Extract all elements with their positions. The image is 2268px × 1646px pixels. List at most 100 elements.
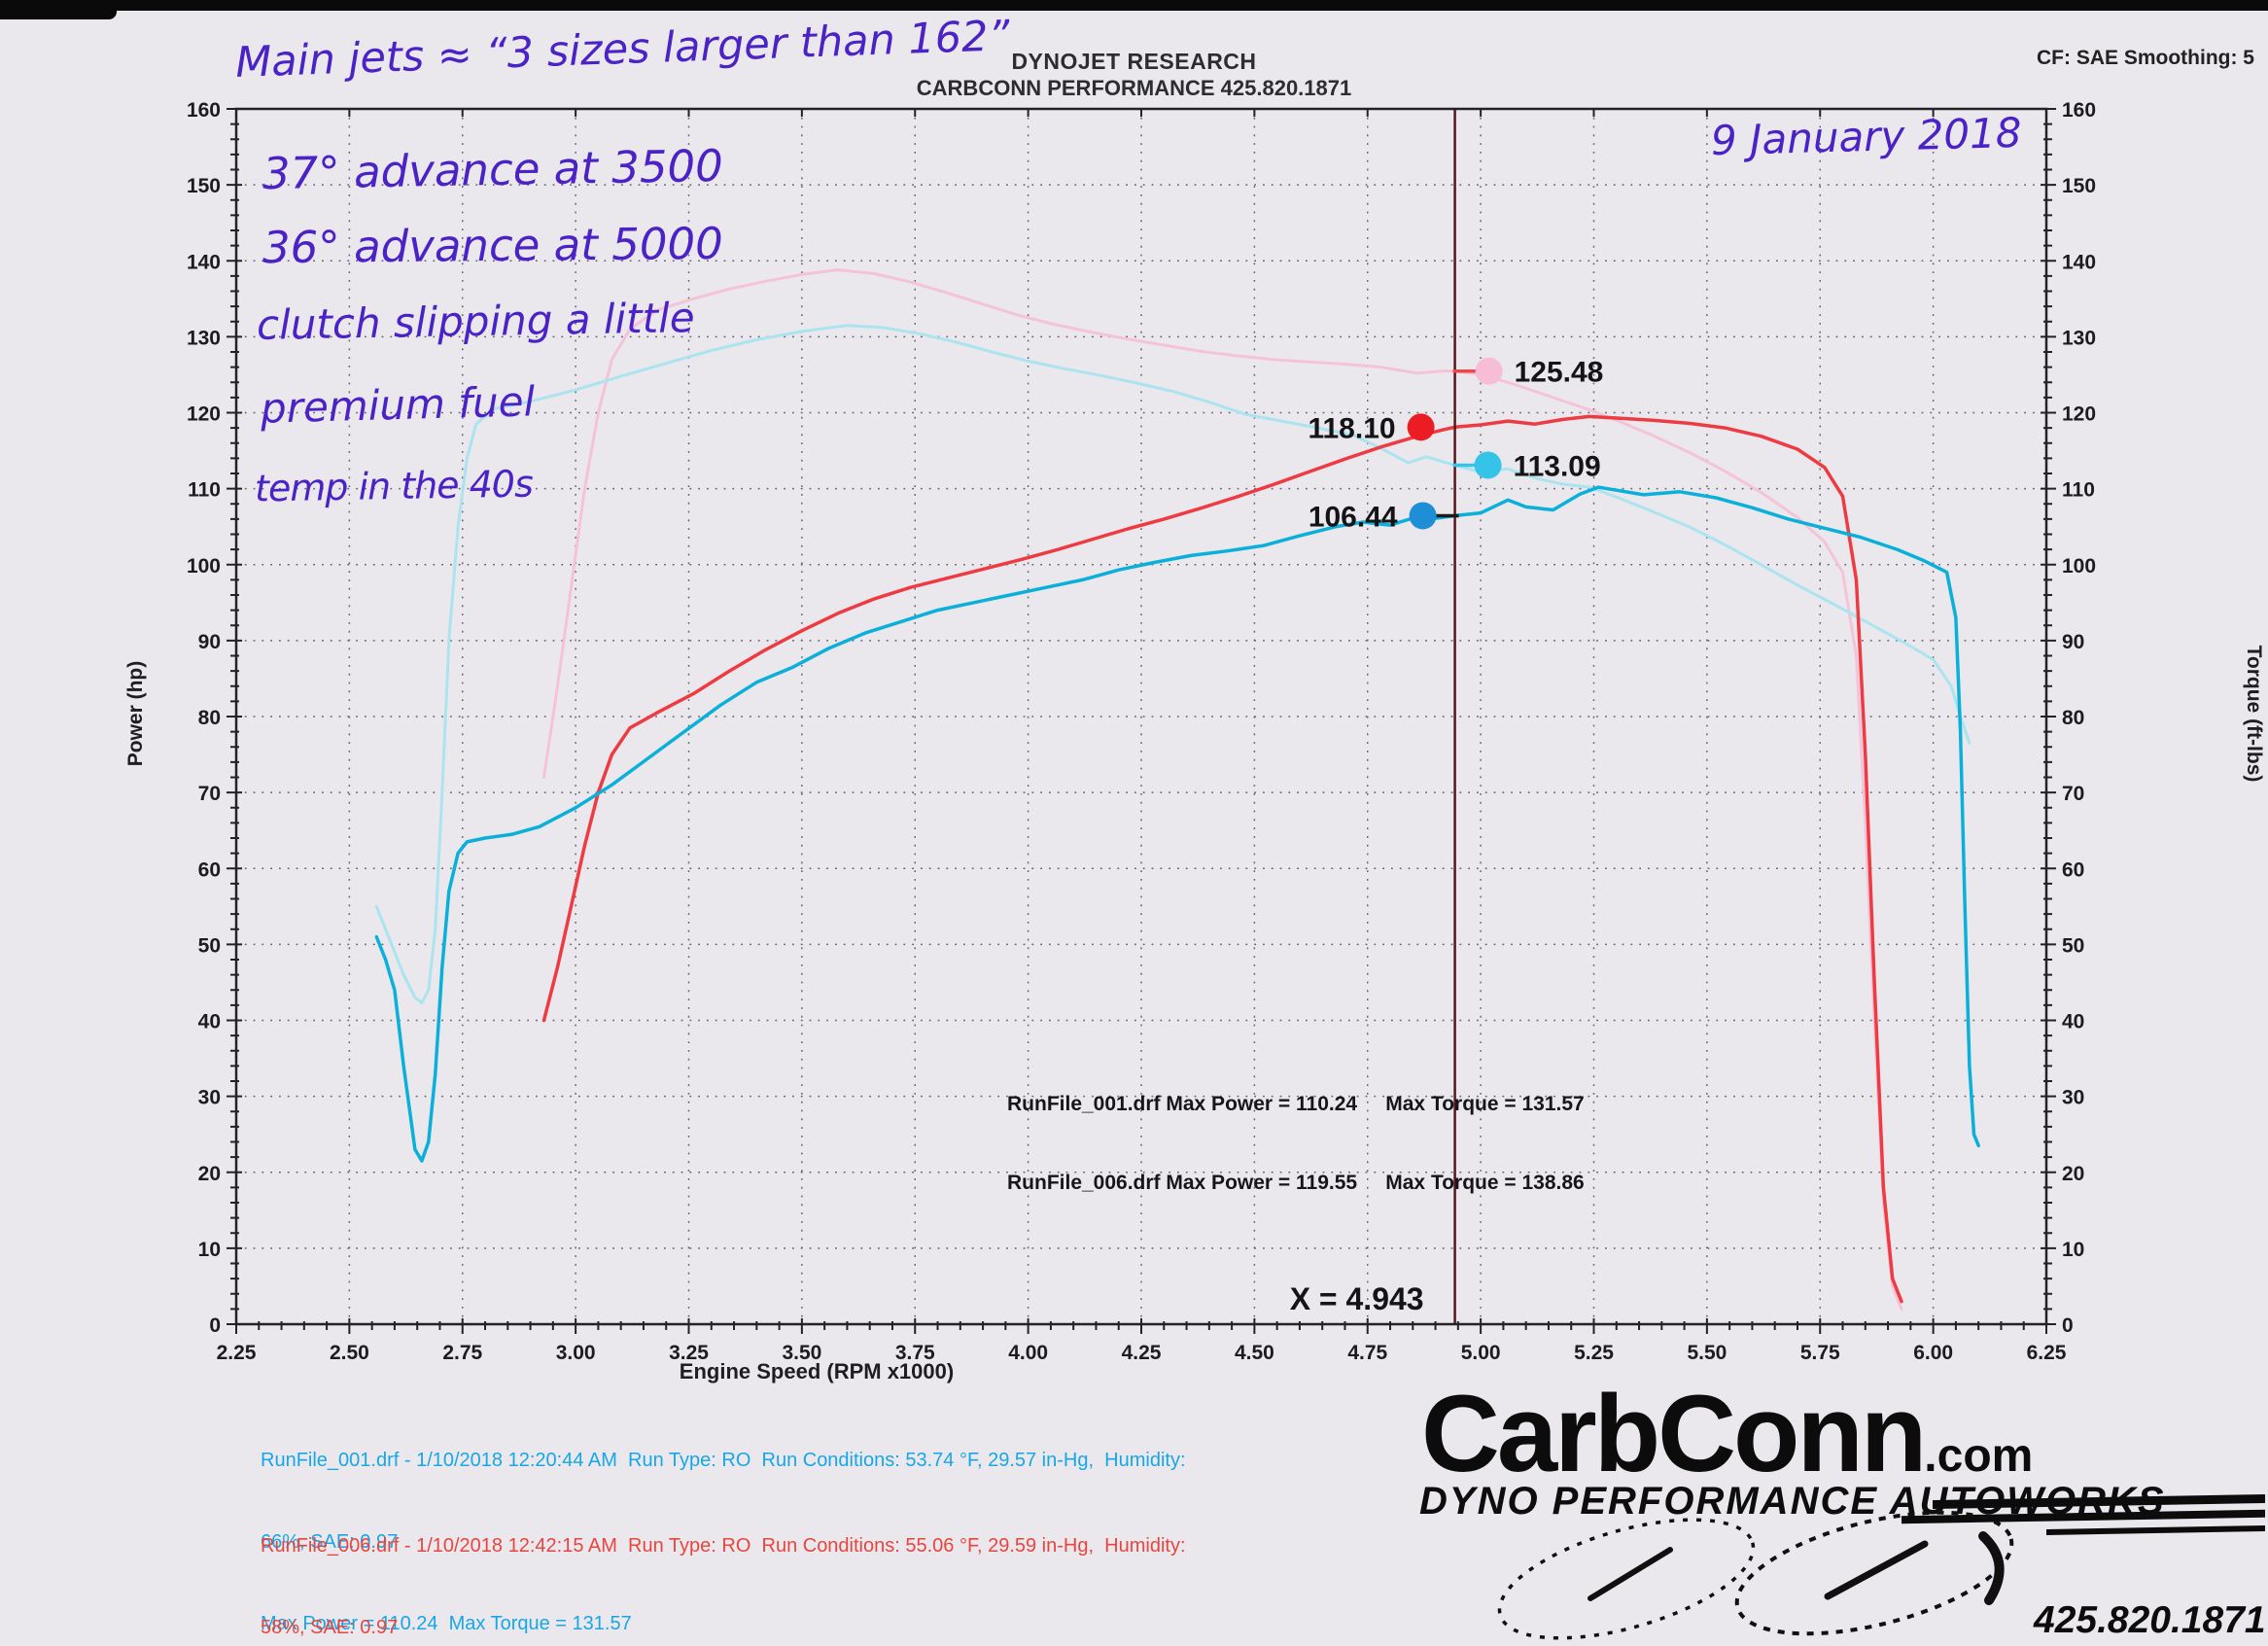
max-stats-run006: RunFile_006.drf Max Power = 119.55 Max T… <box>1007 1172 1585 1194</box>
svg-text:50: 50 <box>2062 934 2084 957</box>
carbconn-logo: CarbConn.com <box>1421 1380 2034 1505</box>
handwritten-clutch-note: clutch slipping a little <box>256 294 696 349</box>
svg-text:140: 140 <box>187 251 221 273</box>
y-axis-label-torque: Torque (ft-lbs) <box>2243 645 2265 783</box>
max-stats-annotation: RunFile_001.drf Max Power = 110.24 Max T… <box>1007 1038 1585 1248</box>
grid-lines <box>236 109 2046 1324</box>
cf-smoothing-label: CF: SAE Smoothing: 5 <box>2037 47 2254 69</box>
svg-text:150: 150 <box>2062 175 2096 197</box>
svg-text:10: 10 <box>2062 1239 2084 1261</box>
svg-text:0: 0 <box>209 1314 221 1337</box>
svg-text:10: 10 <box>198 1239 221 1261</box>
svg-text:150: 150 <box>187 175 221 197</box>
svg-text:80: 80 <box>2062 707 2084 729</box>
gauge-doodle-icon <box>1497 1510 2014 1640</box>
svg-text:5.00: 5.00 <box>1461 1342 1501 1364</box>
y-axis-label-power: Power (hp) <box>124 660 147 767</box>
svg-text:120: 120 <box>2062 403 2096 426</box>
run-info-006: RunFile_006.drf - 1/10/2018 12:42:15 AM … <box>261 1478 1186 1646</box>
svg-text:90: 90 <box>198 631 221 653</box>
svg-text:3.75: 3.75 <box>895 1342 935 1364</box>
logo-brand-text: CarbConn <box>1421 1373 1927 1494</box>
cursor-group: X = 4.943 125.48 118.10 113.09 106.44 <box>1290 109 1604 1324</box>
run-info-001-max: Max Power = 110.24 Max Torque = 131.57 <box>261 1613 632 1634</box>
svg-text:4.00: 4.00 <box>1008 1342 1048 1364</box>
svg-text:3.00: 3.00 <box>556 1342 596 1364</box>
svg-text:110: 110 <box>188 479 221 502</box>
svg-text:5.50: 5.50 <box>1687 1342 1727 1364</box>
cursor-marker-value: 106.44 <box>1308 501 1398 533</box>
logo-tld-text: .com <box>1924 1430 2034 1482</box>
svg-text:3.50: 3.50 <box>782 1342 821 1364</box>
cursor-marker-value: 125.48 <box>1515 357 1604 389</box>
logo-phone: 425.820.1871 <box>2034 1599 2266 1641</box>
svg-text:2.75: 2.75 <box>442 1342 482 1364</box>
svg-text:50: 50 <box>198 934 221 957</box>
svg-text:20: 20 <box>2062 1163 2084 1185</box>
svg-text:60: 60 <box>198 858 221 881</box>
svg-text:160: 160 <box>187 99 221 122</box>
svg-text:6.00: 6.00 <box>1913 1342 1953 1364</box>
curve-runfile-001-drf-power-hp- <box>374 485 1980 1163</box>
svg-text:110: 110 <box>2062 479 2095 502</box>
handwritten-date: 9 January 2018 <box>1710 108 2023 165</box>
svg-text:80: 80 <box>198 707 221 729</box>
svg-text:2.25: 2.25 <box>217 1342 257 1364</box>
tick-labels: 2.25 2.50 2.75 3.00 3.25 3.50 3.75 4.00 4.25 4.50… <box>187 99 2096 1364</box>
svg-text:70: 70 <box>198 783 221 805</box>
svg-text:140: 140 <box>2062 251 2096 273</box>
handwritten-temp-note: temp in the 40s <box>254 462 534 510</box>
x-axis-label: Engine Speed (RPM x1000) <box>679 1359 955 1383</box>
curve-runfile-006-drf-power-hp- <box>541 414 1903 1304</box>
run-info-006-conditions: RunFile_006.drf - 1/10/2018 12:42:15 AM … <box>261 1535 1186 1557</box>
svg-text:40: 40 <box>198 1011 221 1033</box>
run-info-001-sae: 66%, SAE: 0.97 <box>261 1531 399 1553</box>
plot-border <box>234 107 2048 1326</box>
handwritten-advance-5000-note: 36° advance at 5000 <box>262 217 723 274</box>
svg-text:160: 160 <box>2062 99 2096 122</box>
scan-edge-artifact <box>0 0 2268 11</box>
svg-text:2.50: 2.50 <box>330 1342 369 1364</box>
axis-ticks <box>227 108 2056 1334</box>
svg-text:30: 30 <box>2062 1087 2084 1109</box>
svg-text:4.75: 4.75 <box>1347 1342 1387 1364</box>
svg-text:100: 100 <box>2062 555 2096 578</box>
svg-text:120: 120 <box>187 403 221 426</box>
svg-text:40: 40 <box>2062 1011 2084 1033</box>
run-info-001: RunFile_001.drf - 1/10/2018 12:20:44 AM … <box>261 1392 1186 1646</box>
scan-corner-artifact <box>0 0 117 19</box>
curve-runfile-001-drf-torque-ft-lbs- <box>374 324 1971 1004</box>
svg-text:20: 20 <box>198 1163 221 1185</box>
cursor-marker-value: 113.09 <box>1514 450 1601 482</box>
svg-text:6.25: 6.25 <box>2027 1342 2067 1364</box>
run-info-001-conditions: RunFile_001.drf - 1/10/2018 12:20:44 AM … <box>261 1450 1186 1471</box>
page-subtitle: CARBCONN PERFORMANCE 425.820.1871 <box>916 76 1352 100</box>
cursor-marker-dot <box>1409 502 1437 530</box>
svg-text:130: 130 <box>187 327 221 349</box>
cursor-marker-dot <box>1474 451 1502 479</box>
svg-text:60: 60 <box>2062 858 2084 881</box>
handwritten-advance-3500-note: 37° advance at 3500 <box>262 139 724 200</box>
svg-text:0: 0 <box>2062 1314 2074 1337</box>
svg-text:4.50: 4.50 <box>1235 1342 1274 1364</box>
svg-text:5.75: 5.75 <box>1800 1342 1840 1364</box>
cursor-marker-dot <box>1407 413 1435 441</box>
max-stats-run001: RunFile_001.drf Max Power = 110.24 Max T… <box>1007 1093 1585 1115</box>
svg-text:3.25: 3.25 <box>669 1342 709 1364</box>
handwritten-fuel-note: premium fuel <box>260 377 536 433</box>
cursor-marker-value: 118.10 <box>1308 412 1395 444</box>
svg-text:130: 130 <box>2062 327 2096 349</box>
svg-text:70: 70 <box>2062 783 2084 805</box>
curve-runfile-006-drf-torque-ft-lbs- <box>542 268 1903 1311</box>
svg-text:90: 90 <box>2062 631 2084 653</box>
page-title: DYNOJET RESEARCH <box>1011 49 1257 74</box>
svg-text:100: 100 <box>187 555 221 578</box>
series-curves <box>374 268 1980 1311</box>
svg-text:5.25: 5.25 <box>1574 1342 1614 1364</box>
cursor-marker-dot <box>1475 357 1503 385</box>
cursor-x-label: X = 4.943 <box>1290 1281 1424 1316</box>
svg-text:30: 30 <box>198 1087 221 1109</box>
run-info-006-sae: 58%, SAE: 0.97 <box>261 1617 399 1638</box>
